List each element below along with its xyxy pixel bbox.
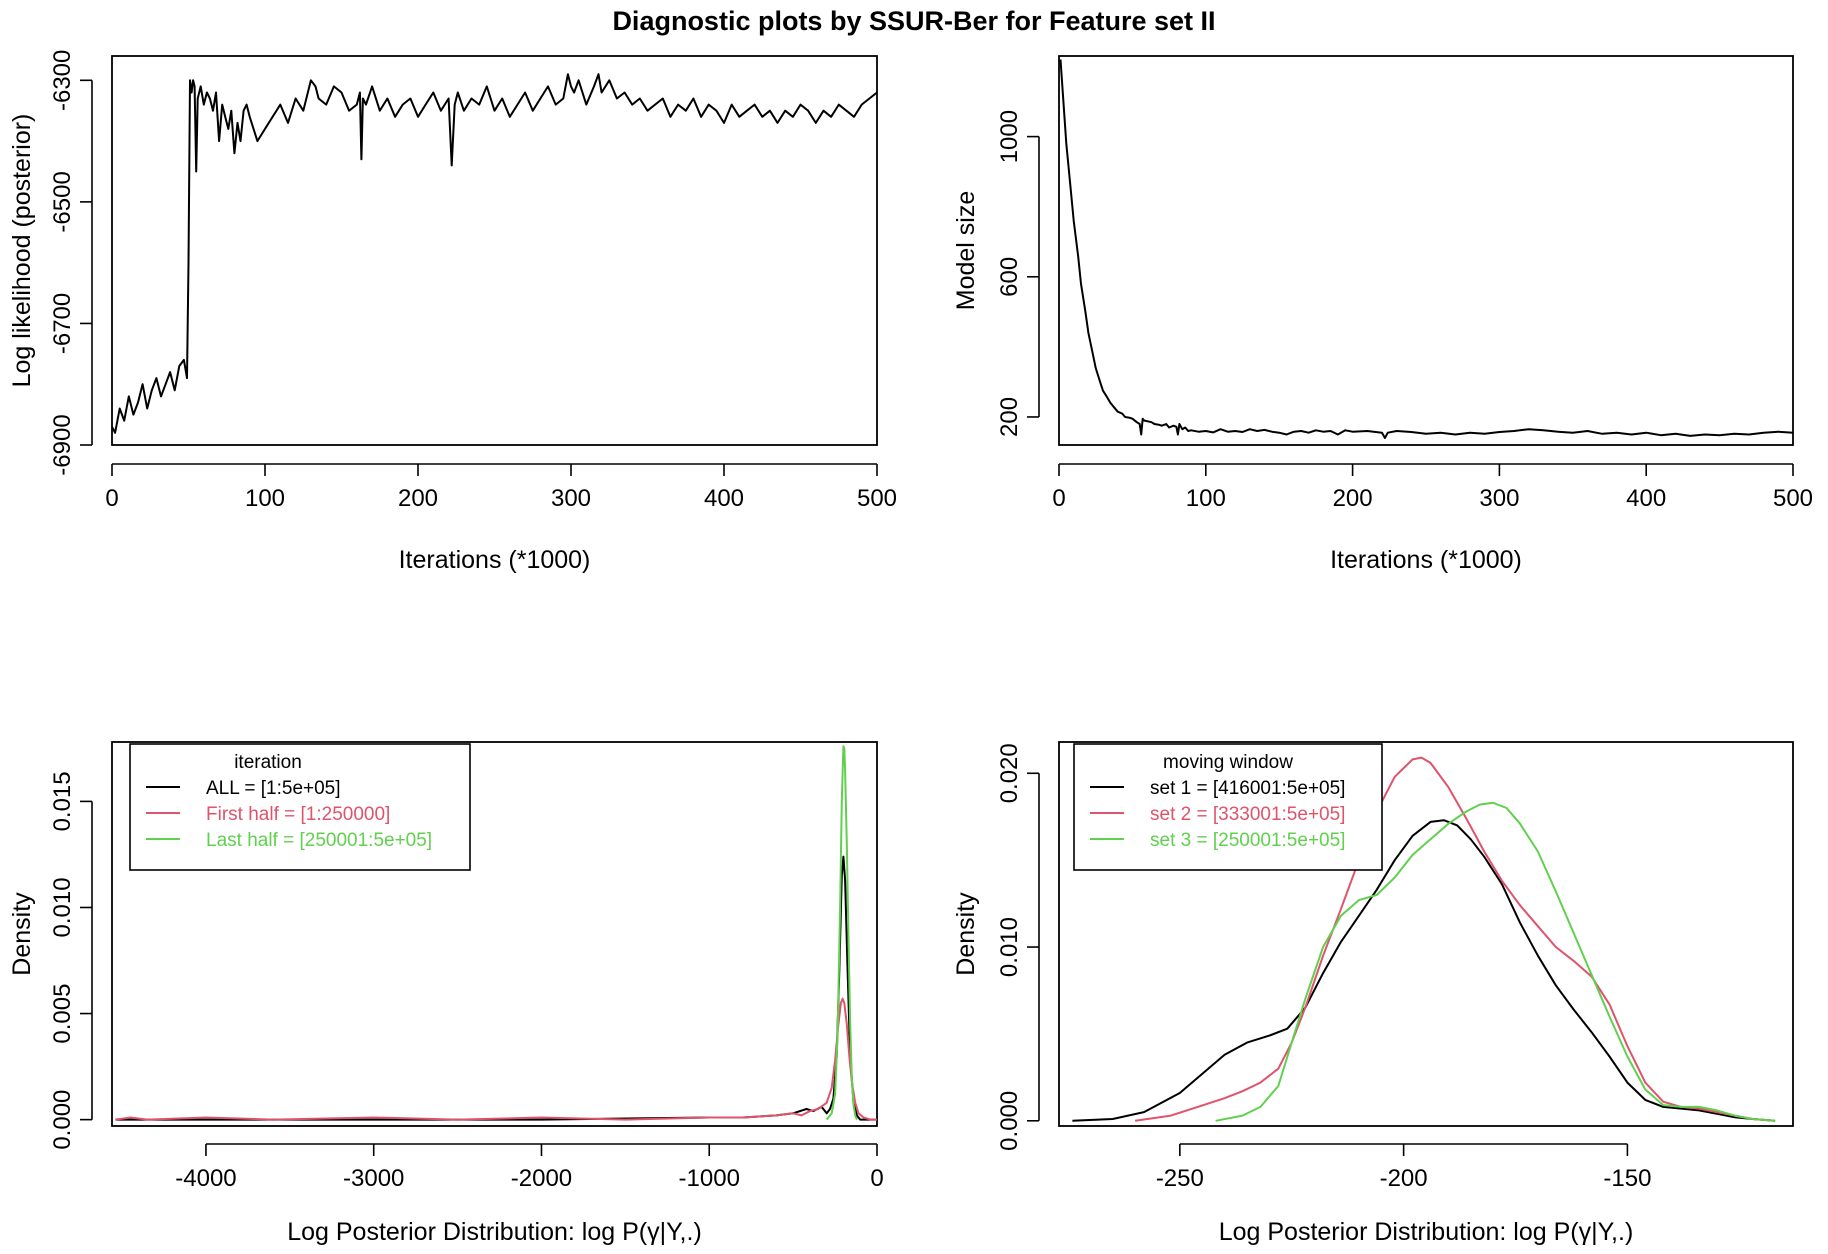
y-axis-title: Log likelihood (posterior)	[8, 114, 36, 388]
x-tick-label: -3000	[343, 1165, 404, 1192]
series-line-1	[1059, 59, 1794, 439]
x-tick-label: -4000	[175, 1165, 236, 1192]
legend-box	[129, 743, 471, 871]
plot-frame	[111, 741, 878, 1127]
series-line-3	[1215, 801, 1776, 1122]
y-tick-label: 0.015	[49, 771, 76, 831]
y-tick-label: 0.010	[996, 917, 1023, 977]
series-line-1	[1072, 819, 1776, 1122]
legend: iteration ALL = [1:5e+05] First half = [1:…	[129, 743, 471, 871]
y-tick-label: 600	[996, 257, 1023, 297]
y-tick-label: 0.020	[996, 743, 1023, 803]
density-moving-window-plot: -250 -200 -150 0.000 0.010 0.020 Log Posterior…	[952, 741, 1794, 1246]
x-tick-label: 400	[704, 485, 744, 512]
x-tick-label: 0	[1052, 485, 1065, 512]
y-tick-label: 200	[996, 397, 1023, 437]
x-tick-label: -200	[1380, 1165, 1428, 1192]
series-line-2	[115, 997, 877, 1121]
model-size-trace-plot: 0 100 200 300 400 500 200 600 1000 Iterations (*1…	[952, 55, 1813, 574]
x-tick-label: 100	[1186, 485, 1226, 512]
y-tick-label: 0.000	[49, 1090, 76, 1150]
x-tick-label: 0	[105, 485, 118, 512]
x-axis-title: Iterations (*1000)	[399, 546, 591, 574]
y-axis-title: Density	[952, 892, 980, 976]
y-tick-label: 1000	[996, 110, 1023, 163]
y-tick-label: -6900	[49, 414, 76, 475]
y-axis-title: Model size	[952, 191, 980, 311]
legend-entry: ALL = [1:5e+05]	[206, 778, 341, 799]
x-tick-label: 200	[1333, 485, 1373, 512]
series-line-1	[111, 73, 878, 434]
y-tick-label: -6700	[49, 293, 76, 354]
series-line-1	[115, 855, 877, 1121]
x-axis-title: Log Posterior Distribution: log P(γ|Y,.)	[1219, 1218, 1634, 1246]
legend-entry: set 2 = [333001:5e+05]	[1150, 804, 1345, 825]
y-tick-label: 0.010	[49, 877, 76, 937]
legend-box	[1073, 743, 1383, 871]
x-tick-label: -150	[1603, 1165, 1651, 1192]
x-tick-label: 0	[870, 1165, 883, 1192]
y-tick-label: 0.000	[996, 1091, 1023, 1151]
y-axis-title: Density	[8, 892, 36, 976]
y-tick-label: 0.005	[49, 984, 76, 1044]
x-tick-label: 300	[1479, 485, 1519, 512]
x-tick-label: 400	[1626, 485, 1666, 512]
y-tick-label: -6300	[49, 50, 76, 111]
x-tick-label: 100	[245, 485, 285, 512]
x-tick-label: 300	[551, 485, 591, 512]
legend-title: moving window	[1163, 752, 1293, 773]
legend-entry: First half = [1:250000]	[206, 804, 390, 825]
legend-title: iteration	[234, 752, 302, 773]
legend-entry: Last half = [250001:5e+05]	[206, 830, 432, 851]
figure-title: Diagnostic plots by SSUR-Ber for Feature…	[612, 6, 1215, 36]
x-axis-title: Iterations (*1000)	[1330, 546, 1522, 574]
x-tick-label: -2000	[511, 1165, 572, 1192]
legend-entry: set 3 = [250001:5e+05]	[1150, 830, 1345, 851]
x-axis-title: Log Posterior Distribution: log P(γ|Y,.)	[287, 1218, 702, 1246]
plot-frame	[1058, 741, 1794, 1127]
y-tick-label: -6500	[49, 171, 76, 232]
legend: moving window set 1 = [416001:5e+05] set 2…	[1073, 743, 1383, 871]
plot-frame	[111, 55, 878, 446]
x-tick-label: 500	[857, 485, 897, 512]
x-tick-label: -1000	[679, 1165, 740, 1192]
x-tick-label: 500	[1773, 485, 1813, 512]
x-tick-label: 200	[398, 485, 438, 512]
series-line-2	[1134, 756, 1776, 1122]
log-likelihood-trace-plot: 0 100 200 300 400 500 -6900 -6700 -6500 -6300 Iter…	[8, 50, 897, 574]
series-line-3	[825, 745, 858, 1121]
x-tick-label: -250	[1156, 1165, 1204, 1192]
density-by-iteration-plot: -4000 -3000 -2000 -1000 0 0.000 0.005 0.010 0.01…	[8, 741, 884, 1246]
legend-entry: set 1 = [416001:5e+05]	[1150, 778, 1345, 799]
plot-frame	[1058, 55, 1794, 446]
